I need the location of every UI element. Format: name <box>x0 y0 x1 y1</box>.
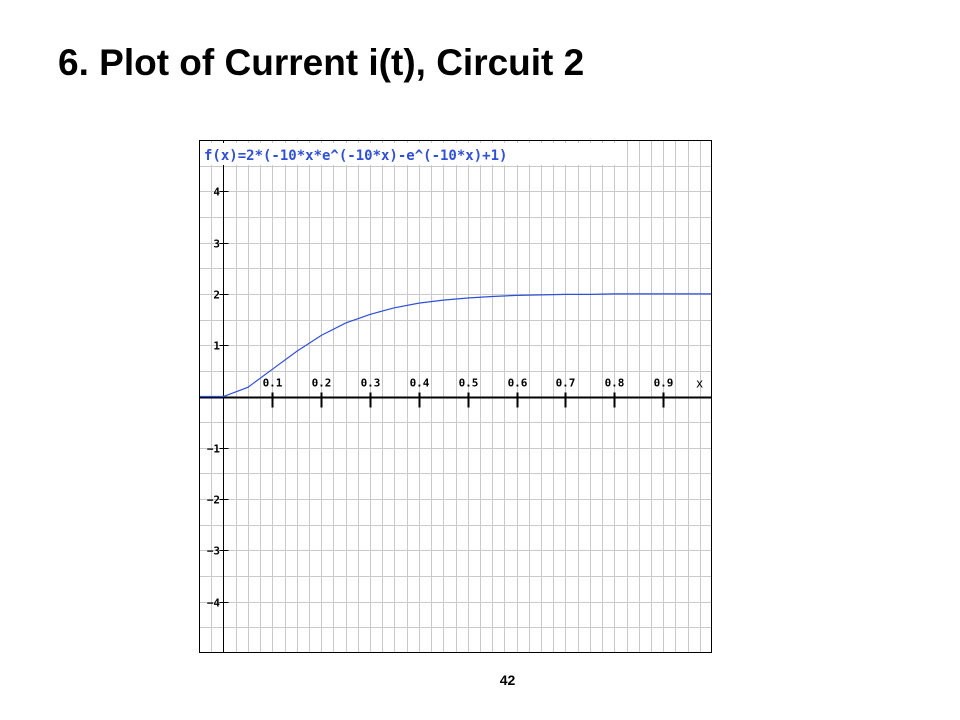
x-tick-label: 0.8 <box>605 377 625 390</box>
tick-labels: 0.1 0.2 0.3 0.4 0.5 0.6 0.7 0.8 0.9 4 3 2 1 −1 −2 −3 −4 <box>207 186 674 610</box>
x-tick-label: 0.4 <box>410 377 430 390</box>
x-tick-label: 0.2 <box>312 377 332 390</box>
x-tick-label: 0.1 <box>263 377 283 390</box>
page-number: 42 <box>499 672 516 688</box>
slide-title: 6. Plot of Current i(t), Circuit 2 <box>58 42 585 83</box>
x-tick-label: 0.5 <box>459 377 479 390</box>
title-background <box>201 143 621 165</box>
series-layer <box>199 293 712 398</box>
tick-marks <box>219 191 665 603</box>
y-tick-label: −4 <box>207 597 221 610</box>
x-axis-label: x <box>696 377 703 391</box>
x-tick-label: 0.3 <box>361 377 381 390</box>
y-tick-label: −1 <box>207 443 221 456</box>
function-plot: 0.1 0.2 0.3 0.4 0.5 0.6 0.7 0.8 0.94321−1−2−3−4 … <box>199 140 712 653</box>
chart-title: f(x)=2*(-10*x*e^(-10*x)-e^(-10*x)+1) <box>204 148 507 164</box>
y-tick-label: 4 <box>213 186 220 199</box>
plot-container: 0.1 0.2 0.3 0.4 0.5 0.6 0.7 0.8 0.9 4 3 2 1 −1 −2 −3 −4 … <box>199 140 712 653</box>
plot-frame <box>199 140 712 653</box>
x-tick-label: 0.6 <box>508 377 528 390</box>
y-tick-label: 1 <box>213 340 220 353</box>
x-tick-label: 0.9 <box>654 377 674 390</box>
x-tick-label: 0.7 <box>556 377 576 390</box>
y-tick-label: 3 <box>213 238 220 251</box>
y-tick-label: −2 <box>207 494 220 507</box>
series-line <box>199 293 712 398</box>
y-tick-label: −3 <box>207 545 220 558</box>
y-tick-label: 2 <box>213 289 220 302</box>
